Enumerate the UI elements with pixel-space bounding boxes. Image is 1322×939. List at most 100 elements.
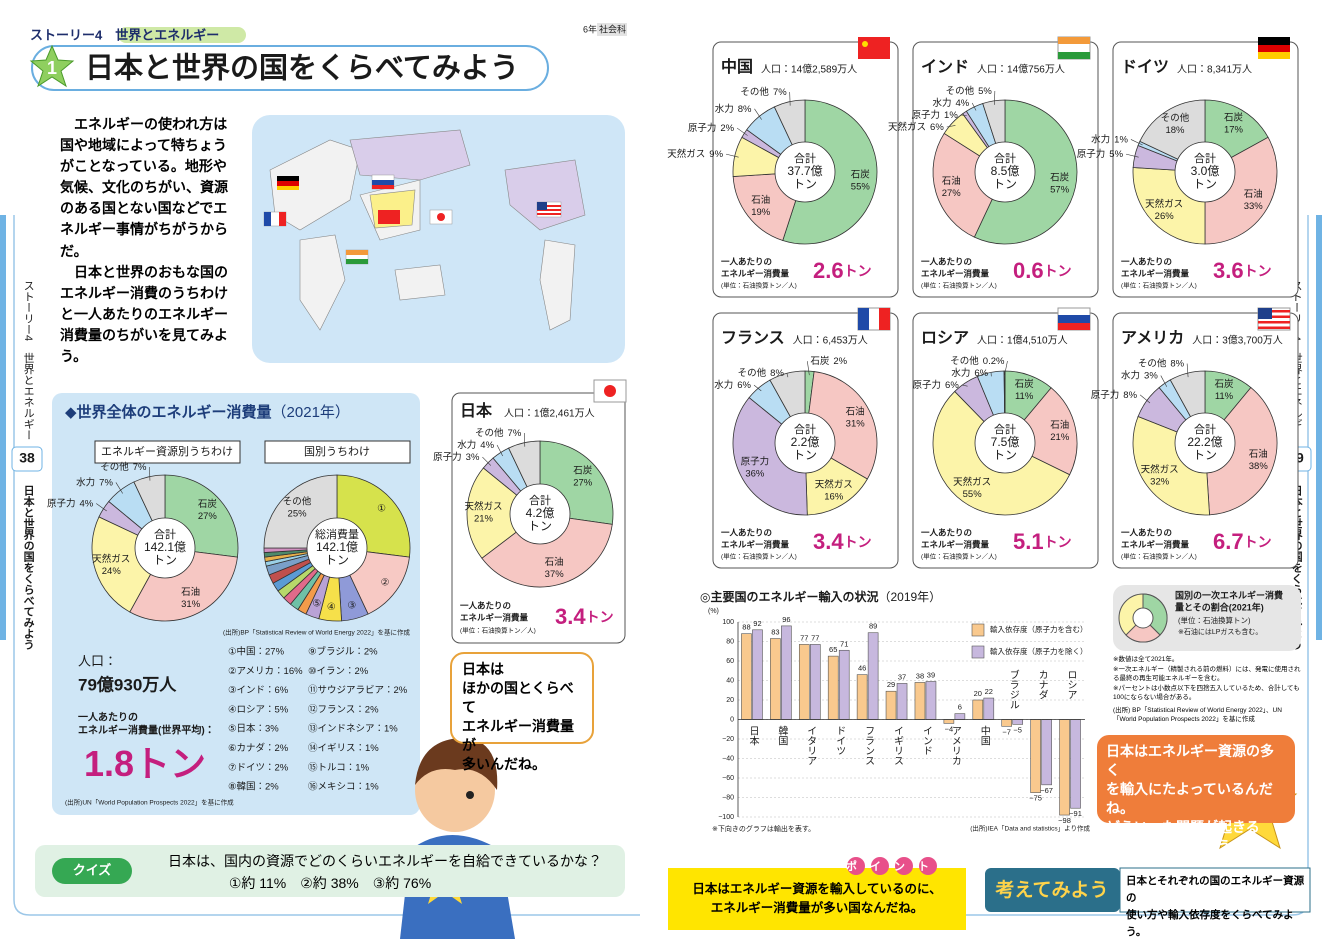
y-tick-label: 0 — [730, 716, 734, 723]
slice-name: 石油 — [1050, 419, 1069, 431]
slice-value: 1% — [1114, 134, 1128, 145]
slice-marker: ① — [377, 503, 386, 514]
chart-year: （2019年） — [878, 590, 941, 604]
leader-line — [971, 102, 977, 111]
quiz-choices: ①約 11% ②約 38% ③約 76% — [228, 875, 432, 891]
think-text-box — [1119, 867, 1311, 913]
slice-name: 水力 — [714, 379, 733, 391]
intro-paragraph: 日本と世界のおもな国のエネルギー消費のうちわけと一人あたりのエネルギー消費量のち… — [60, 263, 228, 365]
pie-total: トン — [993, 448, 1017, 462]
slice-label: 原子力 5% — [1077, 148, 1124, 160]
quiz-badge — [52, 858, 132, 884]
legend-entry: ⑧韓国：2% — [228, 781, 279, 793]
leader-line — [496, 444, 503, 457]
per-capita-caption: 一人あたりの — [460, 600, 511, 610]
subject-bg — [597, 23, 627, 36]
per-capita: 3.4トン — [813, 529, 872, 554]
slice-name: 石炭 — [573, 465, 593, 477]
key-icon — [1125, 617, 1161, 643]
country-name: ロシア — [921, 330, 969, 347]
slice-label: その他 5% — [946, 85, 993, 97]
value-label: −91 — [1069, 809, 1082, 818]
slice-label: 水力 4% — [457, 439, 494, 451]
slice-name: 水力 — [457, 439, 476, 451]
country-name: 日本 — [460, 401, 493, 420]
pie-total: 総消費量 — [315, 527, 359, 541]
per-capita-caption: エネルギー消費量 — [460, 612, 529, 622]
bar — [770, 638, 781, 720]
bar — [809, 644, 821, 720]
pie-total: トン — [793, 448, 817, 462]
unit-note: (単位：石油換算トン／人) — [460, 626, 536, 635]
per-capita-value: 6.7 — [1213, 529, 1244, 554]
pie-total: 22.2億 — [1187, 435, 1222, 449]
map-land — [539, 239, 576, 331]
slice-label: 水力 6% — [951, 367, 988, 379]
leader-line — [115, 482, 123, 494]
per-capita-unit: トン — [1044, 263, 1072, 279]
bar — [954, 713, 966, 720]
page-frame — [13, 215, 640, 916]
per-capita-unit: トン — [1044, 534, 1072, 550]
flag — [1258, 308, 1272, 319]
bar — [1041, 719, 1052, 786]
pie-slice — [481, 513, 613, 588]
slice-name: 天然ガス — [888, 121, 926, 133]
point-badges — [847, 857, 937, 875]
per-capita-value: 5.1 — [1013, 529, 1044, 554]
leader-line — [753, 384, 762, 392]
pie-total: 3.0億 — [1191, 164, 1220, 178]
speech-bubble: 日本は ほかの国とくらべて エネルギー消費量が 多いんだね。 — [450, 652, 594, 772]
note: ※数値は全て2021年。 — [1113, 656, 1179, 663]
slice-name: 原子力 — [913, 379, 942, 391]
slice-value: 4% — [480, 440, 494, 451]
legend-entry: ⑨ブラジル：2% — [308, 646, 378, 658]
slice-label: その他 7% — [740, 85, 787, 97]
slice-value: 33% — [1244, 201, 1264, 212]
pie-total: トン — [993, 177, 1017, 191]
value-label: 39 — [927, 670, 935, 679]
flag — [1258, 326, 1290, 329]
pie-total: トン — [153, 553, 177, 567]
slice-value: 21% — [474, 514, 494, 525]
legend-entry: ⑤日本：3% — [228, 723, 279, 735]
flag — [1258, 45, 1290, 52]
value-label: 88 — [742, 623, 750, 632]
per-capita-unit: トン — [1244, 534, 1272, 550]
slice-value: 5% — [1109, 149, 1123, 160]
slice-label: その他 7% — [475, 427, 522, 439]
slice-label: 原子力 2% — [688, 122, 735, 134]
think-text: 日本とそれぞれの国のエネルギー資源の 使い方や輸入依存度をくらべてみよう。 — [1126, 875, 1305, 938]
pie-total: 7.5億 — [991, 435, 1020, 449]
value-label: −67 — [1040, 786, 1053, 795]
value-label: −5 — [1013, 725, 1022, 734]
slice-value: 7% — [508, 428, 522, 439]
x-tick-label: ロシア — [1065, 670, 1076, 700]
leader-line — [754, 108, 762, 120]
slice-value: 55% — [851, 181, 871, 192]
grade: 6年 — [583, 23, 597, 34]
slice-label: 水力 8% — [715, 102, 752, 114]
flag — [1058, 323, 1090, 330]
value-label: 6 — [958, 703, 962, 712]
flag — [1058, 52, 1090, 59]
x-tick-label: 日本 — [747, 726, 759, 747]
slice-label: 原子力 3% — [433, 451, 480, 463]
slice-name: 石油 — [1249, 448, 1268, 460]
title-star — [29, 44, 75, 88]
slice-label: 原子力 4% — [47, 497, 94, 509]
slice-value: 55% — [963, 489, 983, 500]
flag — [1258, 315, 1290, 318]
pie-total: トン — [325, 553, 349, 567]
slice-name: 原子力 — [912, 109, 941, 121]
flag — [858, 308, 869, 330]
leader-line — [736, 127, 748, 136]
legend-entry: ⑯メキシコ：1% — [308, 782, 379, 793]
world-year: （2021年） — [272, 404, 350, 421]
intro-paragraph: エネルギーの使われ方は国や地域によって特ちょうがことなっている。地形や気候、文化… — [60, 116, 228, 259]
per-capita-caption: 一人あたりの — [1121, 527, 1172, 537]
leader-line — [1139, 394, 1151, 404]
key-title: 量とその割合(2021年) — [1175, 601, 1264, 612]
y-tick-label: −40 — [722, 755, 734, 762]
bar — [752, 629, 763, 720]
